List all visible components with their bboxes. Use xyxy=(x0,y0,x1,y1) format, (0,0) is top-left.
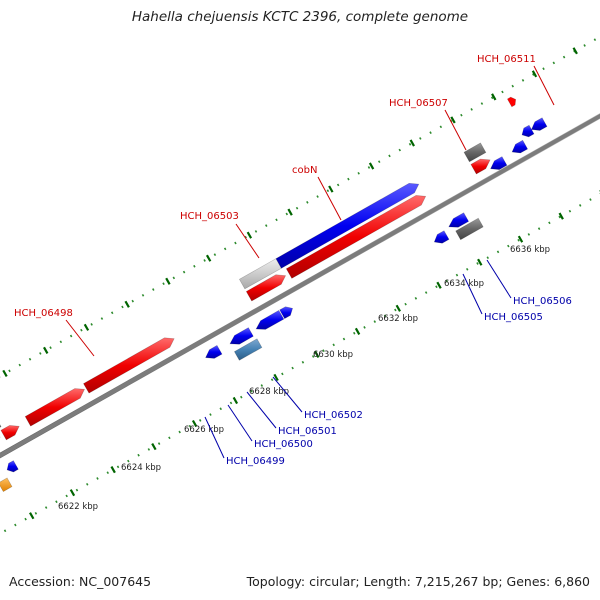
ruler-lower-major-tick xyxy=(517,235,524,243)
genome-summary-text: Topology: circular; Length: 7,215,267 bp… xyxy=(246,574,590,589)
highlight-feature[interactable] xyxy=(233,338,263,361)
gene-arrow[interactable] xyxy=(433,230,450,244)
cds-arrow[interactable] xyxy=(285,195,427,279)
rna-feature[interactable] xyxy=(463,142,487,163)
cds-arrow[interactable] xyxy=(506,96,517,108)
rna-feature[interactable] xyxy=(455,217,484,241)
ruler-lower-major-tick xyxy=(110,466,116,474)
tick-label: 6622 kbp xyxy=(58,502,98,512)
gene-leader-line xyxy=(246,391,277,429)
ruler-lower-major-tick xyxy=(232,396,239,405)
ruler-upper-major-tick xyxy=(205,254,212,262)
tick-label: 6630 kbp xyxy=(313,350,353,360)
gene-leader-line xyxy=(204,416,225,459)
gene-label[interactable]: cobN xyxy=(292,165,317,176)
gene-arrow[interactable] xyxy=(229,327,254,345)
map-title: Hahella chejuensis KCTC 2396, complete g… xyxy=(131,9,469,25)
ruler-lower-major-tick xyxy=(436,281,442,289)
tick-label: 6628 kbp xyxy=(249,387,289,397)
gene-arrow[interactable] xyxy=(255,309,285,330)
gene-label[interactable]: HCH_06502 xyxy=(304,410,363,421)
gene-arrow[interactable] xyxy=(279,306,293,320)
gene-label[interactable]: HCH_06505 xyxy=(484,312,543,323)
gene-label[interactable]: HCH_06501 xyxy=(278,426,337,437)
ruler-upper-major-tick xyxy=(572,47,578,55)
accession-text: Accession: NC_007645 xyxy=(9,574,152,589)
ruler-lower-major-tick xyxy=(191,419,198,428)
ruler-upper-major-tick xyxy=(2,369,8,378)
cds-arrow[interactable] xyxy=(83,337,175,394)
ruler-lower-major-tick xyxy=(477,258,483,266)
gene-leader-line xyxy=(317,176,342,221)
cds-arrow[interactable] xyxy=(0,425,20,441)
ruler-upper-major-tick xyxy=(287,208,293,216)
gene-arrow[interactable] xyxy=(205,344,223,359)
ruler-upper-major-tick xyxy=(83,323,90,331)
ruler-upper-major-tick xyxy=(368,162,375,170)
tick-label: 6636 kbp xyxy=(510,245,550,255)
gene-leader-line xyxy=(533,65,555,106)
gene-leader-line xyxy=(444,109,467,151)
gene-leader-line xyxy=(462,273,483,315)
gene-leader-line xyxy=(65,319,95,357)
ruler-lower-major-tick xyxy=(151,442,157,451)
gene-leader-line xyxy=(227,404,253,442)
gene-arrow[interactable] xyxy=(490,156,508,170)
ruler-lower-major-tick xyxy=(69,489,76,497)
ruler-upper-major-tick xyxy=(165,277,171,285)
ruler-lower-major-tick xyxy=(354,327,361,335)
other-feature[interactable] xyxy=(0,477,13,493)
gene-arrow[interactable] xyxy=(511,139,529,154)
gene-arrow[interactable] xyxy=(521,124,535,138)
ruler-upper-major-tick xyxy=(43,346,49,354)
ruler-upper-major-tick xyxy=(328,185,334,193)
ruler-lower-major-tick xyxy=(29,512,35,520)
rna-feature[interactable] xyxy=(0,417,2,436)
ruler-upper-major-tick xyxy=(246,231,253,239)
tick-label: 6634 kbp xyxy=(444,279,484,289)
ruler-lower-major-tick xyxy=(395,304,401,312)
cds-arrow[interactable] xyxy=(245,274,287,302)
tick-layer xyxy=(0,35,600,535)
gene-arrow[interactable] xyxy=(6,460,19,473)
ruler-lower xyxy=(0,192,600,535)
ruler-upper-major-tick xyxy=(409,139,415,147)
ruler-upper-major-tick xyxy=(124,300,130,308)
backbone-layer xyxy=(0,113,600,459)
cds-arrow[interactable] xyxy=(470,158,491,175)
label-layer: 6622 kbp 6624 kbp 6626 kbp 6628 kbp 6630 kbp… xyxy=(14,54,572,512)
gene-label[interactable]: HCH_06507 xyxy=(389,98,448,109)
gene-label[interactable]: HCH_06500 xyxy=(254,439,313,450)
ruler-upper xyxy=(0,35,600,378)
tick-label: 6626 kbp xyxy=(184,425,224,435)
gene-leader-line xyxy=(272,376,303,413)
gene-label[interactable]: HCH_06511 xyxy=(477,54,536,65)
ruler-upper-major-tick xyxy=(531,70,538,78)
tick-label: 6624 kbp xyxy=(121,463,161,473)
cds-arrow[interactable] xyxy=(24,388,85,427)
gene-arrow[interactable] xyxy=(275,182,420,269)
gene-label[interactable]: HCH_06499 xyxy=(226,456,285,467)
gene-leader-line xyxy=(235,223,260,259)
ruler-lower-major-tick xyxy=(558,212,564,220)
feature-layer xyxy=(0,96,548,493)
genome-backbone-core xyxy=(0,113,600,458)
ruler-lower-major-tick xyxy=(314,350,320,358)
gene-arrow[interactable] xyxy=(531,117,548,131)
ruler-upper-major-tick xyxy=(491,93,497,101)
gene-arrow[interactable] xyxy=(448,212,470,228)
gene-label[interactable]: HCH_06503 xyxy=(180,211,239,222)
ruler-lower-major-tick xyxy=(273,373,279,382)
gene-label[interactable]: HCH_06506 xyxy=(513,296,572,307)
ruler-upper-major-tick xyxy=(450,116,456,124)
gene-label[interactable]: HCH_06498 xyxy=(14,308,73,319)
gene-leader-line xyxy=(486,259,512,299)
tick-label: 6632 kbp xyxy=(378,314,418,324)
